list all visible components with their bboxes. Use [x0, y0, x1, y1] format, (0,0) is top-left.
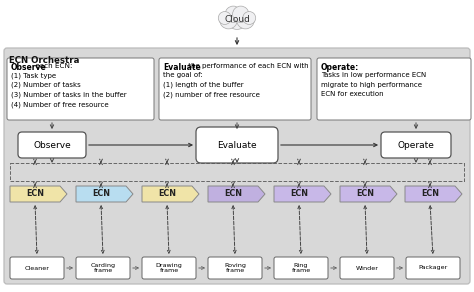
Text: (2) number of free resource: (2) number of free resource — [163, 91, 260, 98]
Text: ECN: ECN — [92, 190, 110, 199]
Polygon shape — [274, 186, 331, 202]
Text: (2) Number of tasks: (2) Number of tasks — [11, 82, 81, 88]
FancyBboxPatch shape — [317, 58, 471, 120]
FancyBboxPatch shape — [4, 48, 470, 284]
Text: Observe: Observe — [11, 63, 47, 72]
FancyBboxPatch shape — [159, 58, 311, 120]
Text: Winder: Winder — [356, 265, 379, 270]
Text: ECN: ECN — [290, 190, 308, 199]
FancyBboxPatch shape — [274, 257, 328, 279]
Text: (4) Number of free resource: (4) Number of free resource — [11, 101, 109, 107]
Text: Operate:: Operate: — [321, 63, 359, 72]
Text: Evaluate: Evaluate — [163, 63, 201, 72]
Text: Cleaner: Cleaner — [25, 265, 49, 270]
FancyBboxPatch shape — [10, 257, 64, 279]
Text: Cloud: Cloud — [224, 15, 250, 25]
FancyBboxPatch shape — [208, 257, 262, 279]
Text: ECN: ECN — [224, 190, 242, 199]
Text: Drawing
frame: Drawing frame — [155, 263, 182, 273]
Text: (3) Number of tasks in the buffer: (3) Number of tasks in the buffer — [11, 91, 127, 98]
Text: the performance of each ECN with: the performance of each ECN with — [186, 63, 309, 69]
Text: Observe: Observe — [33, 140, 71, 150]
Text: ECN: ECN — [356, 190, 374, 199]
Text: ECN: ECN — [158, 190, 176, 199]
Text: Tasks in low performance ECN: Tasks in low performance ECN — [321, 72, 426, 79]
FancyBboxPatch shape — [196, 127, 278, 163]
Polygon shape — [340, 186, 397, 202]
Text: Roving
frame: Roving frame — [224, 263, 246, 273]
FancyBboxPatch shape — [7, 58, 154, 120]
Polygon shape — [142, 186, 199, 202]
Text: ECN for execution: ECN for execution — [321, 91, 383, 98]
Text: Ring
frame: Ring frame — [292, 263, 310, 273]
FancyBboxPatch shape — [18, 132, 86, 158]
FancyBboxPatch shape — [406, 257, 460, 279]
FancyBboxPatch shape — [340, 257, 394, 279]
FancyBboxPatch shape — [381, 132, 451, 158]
Polygon shape — [405, 186, 462, 202]
Text: Evaluate: Evaluate — [217, 140, 257, 150]
Polygon shape — [10, 186, 67, 202]
FancyBboxPatch shape — [142, 257, 196, 279]
Text: ECN: ECN — [26, 190, 44, 199]
Text: ECN: ECN — [421, 190, 439, 199]
Polygon shape — [208, 186, 265, 202]
Text: Carding
frame: Carding frame — [91, 263, 116, 273]
Text: Operate: Operate — [398, 140, 435, 150]
Text: (1) Task type: (1) Task type — [11, 72, 56, 79]
Text: the goal of:: the goal of: — [163, 72, 203, 79]
Polygon shape — [76, 186, 133, 202]
FancyBboxPatch shape — [76, 257, 130, 279]
Text: (1) length of the buffer: (1) length of the buffer — [163, 82, 244, 88]
Text: each ECN:: each ECN: — [33, 63, 73, 69]
Text: ECN Orchestra: ECN Orchestra — [9, 56, 79, 65]
Text: Packager: Packager — [419, 265, 447, 270]
Text: migrate to high performance: migrate to high performance — [321, 82, 422, 88]
